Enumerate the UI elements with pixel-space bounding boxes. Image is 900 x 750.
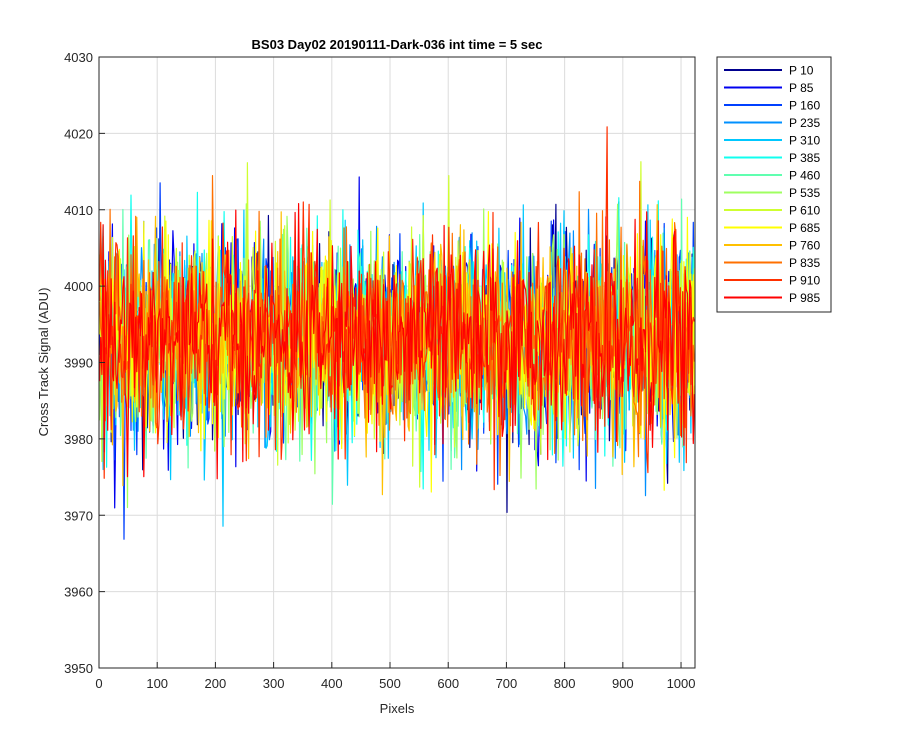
x-tick-label: 600 (437, 676, 459, 691)
legend-label: P 685 (789, 221, 820, 235)
axis-ticks: 0 100 200 300 400 500 600 700 800 900 1000 3950 3960… (64, 50, 695, 691)
x-tick-label: 1000 (667, 676, 696, 691)
x-tick-label: 300 (263, 676, 285, 691)
y-tick-label: 3960 (64, 585, 93, 600)
series-lines (99, 126, 695, 540)
x-tick-label: 200 (205, 676, 227, 691)
x-tick-label: 100 (146, 676, 168, 691)
legend-label: P 835 (789, 256, 820, 270)
legend-label: P 985 (789, 291, 820, 305)
legend: P 10 P 85 P 160 P 235 P 310 P 385 P 460 P 535 P … (716, 56, 832, 313)
legend-label: P 310 (789, 134, 820, 148)
series-line (99, 126, 695, 491)
y-axis-label: Cross Track Signal (ADU) (36, 288, 51, 437)
y-tick-label: 4000 (64, 279, 93, 294)
legend-label: P 85 (789, 81, 814, 95)
y-tick-label: 4030 (64, 50, 93, 65)
x-tick-label: 700 (496, 676, 518, 691)
y-tick-label: 3970 (64, 508, 93, 523)
legend-box (716, 56, 832, 313)
y-tick-label: 3950 (64, 661, 93, 676)
legend-label: P 385 (789, 151, 820, 165)
x-tick-label: 900 (612, 676, 634, 691)
x-tick-label: 500 (379, 676, 401, 691)
y-tick-label: 4020 (64, 126, 93, 141)
legend-label: P 535 (789, 186, 820, 200)
legend-label: P 760 (789, 239, 820, 253)
legend-label: P 10 (789, 64, 814, 78)
legend-label: P 460 (789, 169, 820, 183)
legend-label: P 160 (789, 99, 820, 113)
x-tick-label: 0 (95, 676, 102, 691)
x-axis-label: Pixels (380, 701, 415, 716)
x-tick-label: 800 (554, 676, 576, 691)
y-tick-label: 4010 (64, 203, 93, 218)
legend-label: P 910 (789, 274, 820, 288)
x-tick-label: 400 (321, 676, 343, 691)
y-tick-label: 3980 (64, 432, 93, 447)
legend-label: P 235 (789, 116, 820, 130)
y-tick-label: 3990 (64, 356, 93, 371)
chart-title: BS03 Day02 20190111-Dark-036 int time = … (252, 37, 543, 52)
legend-label: P 610 (789, 204, 820, 218)
series-line (99, 203, 695, 480)
